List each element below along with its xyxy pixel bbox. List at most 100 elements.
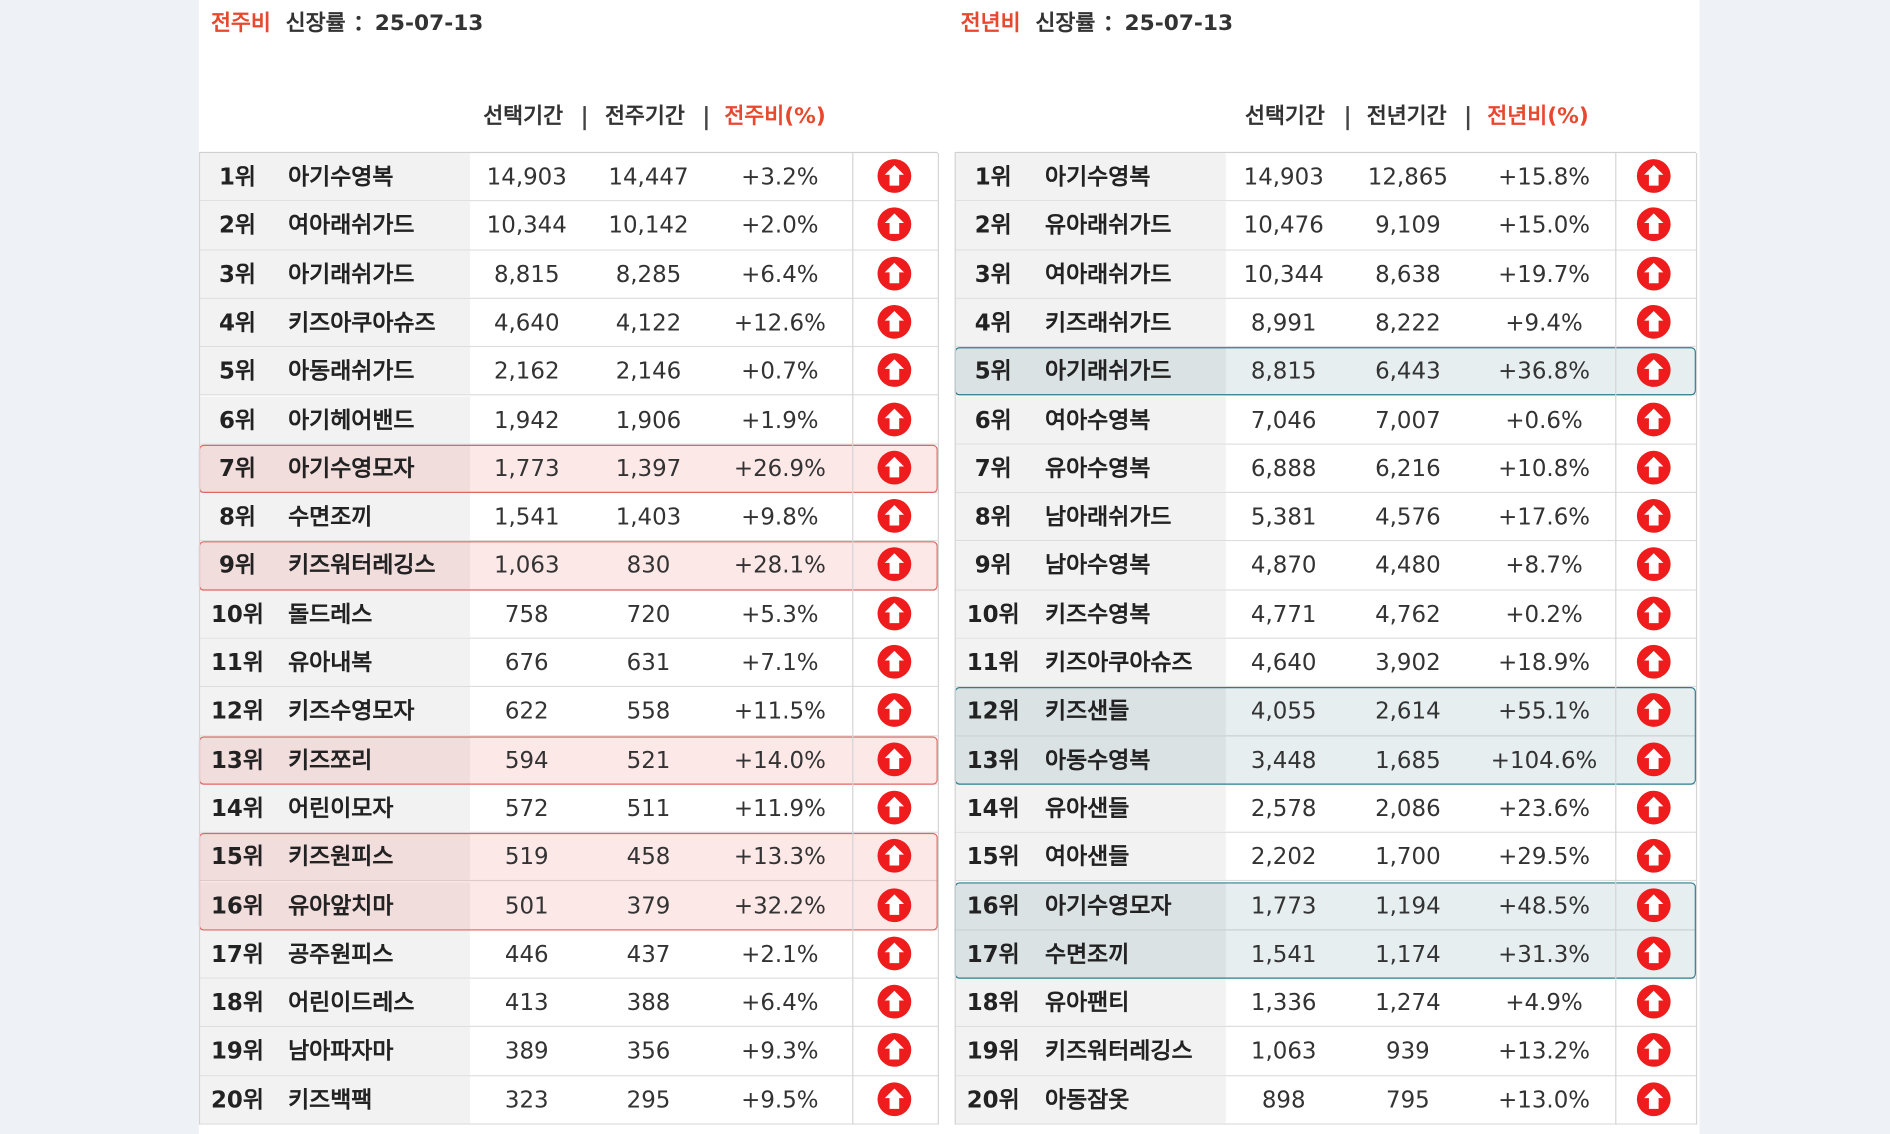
label-cell-bg xyxy=(954,493,1226,541)
up-icon xyxy=(1636,159,1671,193)
item-name: 공주원피스 xyxy=(288,941,394,968)
label-cell-bg xyxy=(954,395,1226,444)
up-icon xyxy=(1636,207,1671,242)
item-name: 아동수영복 xyxy=(1045,746,1151,774)
item-name: 수면조끼 xyxy=(288,503,373,531)
item-name: 키즈원피스 xyxy=(288,843,394,871)
label-cell-bg xyxy=(954,978,1226,1027)
column-header: 전주비(%) xyxy=(724,103,826,129)
label-cell-bg xyxy=(198,444,471,492)
icon-arrow xyxy=(1644,505,1664,526)
highlight-box xyxy=(198,833,938,931)
up-icon xyxy=(1636,547,1671,582)
icon-arrow xyxy=(1644,213,1664,235)
cell-value: +5.3% xyxy=(741,601,819,628)
label-cell-bg xyxy=(198,298,471,347)
item-name: 여아래쉬가드 xyxy=(1045,261,1172,288)
up-icon xyxy=(1636,790,1671,825)
cell-value: 5,381 xyxy=(1250,503,1317,531)
icon-arrow xyxy=(1644,408,1664,429)
cell-value: 4,576 xyxy=(1375,503,1441,531)
rank: 12위 xyxy=(210,698,264,725)
icon-arrow xyxy=(1644,845,1664,866)
cell-value: 1,773 xyxy=(1250,892,1317,920)
cell-value: 830 xyxy=(626,552,671,580)
item-name: 아기수영복 xyxy=(1045,163,1151,191)
cell-value: +11.5% xyxy=(733,698,826,725)
rank: 3위 xyxy=(974,261,1012,288)
column-header: 선택기간 xyxy=(1244,103,1325,129)
cell-value: +9.4% xyxy=(1505,309,1583,337)
icon-arrow xyxy=(884,602,905,623)
icon-arrow xyxy=(884,699,905,720)
cell-value: 1,063 xyxy=(493,552,560,580)
up-icon xyxy=(877,159,912,193)
up-icon xyxy=(877,742,912,776)
label-cell-bg xyxy=(198,930,471,978)
icon-arrow xyxy=(884,456,905,478)
rank: 19위 xyxy=(210,1038,264,1065)
item-name: 아기헤어밴드 xyxy=(288,406,415,434)
up-icon xyxy=(1636,936,1671,971)
icon-arrow xyxy=(1644,650,1664,672)
cell-value: +14.0% xyxy=(733,746,826,774)
rank: 9위 xyxy=(974,552,1012,580)
cell-value: 631 xyxy=(626,649,671,677)
cell-value: 2,146 xyxy=(615,358,682,385)
cell-value: 7,046 xyxy=(1250,406,1317,434)
cell-value: 10,476 xyxy=(1243,212,1324,240)
header-separator xyxy=(1466,106,1470,131)
highlight-box xyxy=(198,541,938,591)
label-cell-bg xyxy=(198,201,471,250)
cell-value: 1,906 xyxy=(615,406,682,434)
label-cell-bg xyxy=(954,541,1226,590)
table-edge xyxy=(954,153,956,1125)
cell-value: 720 xyxy=(626,601,671,628)
cell-value: 758 xyxy=(504,601,549,628)
item-name: 유아앞치마 xyxy=(288,892,394,920)
item-name: 키즈래쉬가드 xyxy=(1045,309,1172,337)
cell-value: 1,685 xyxy=(1375,746,1441,774)
cell-value: 1,174 xyxy=(1375,941,1441,968)
rank: 18위 xyxy=(966,989,1020,1017)
cell-value: +11.9% xyxy=(733,795,826,822)
cell-value: 6,888 xyxy=(1250,455,1317,482)
icon-arrow xyxy=(884,1088,905,1109)
cell-value: 3,448 xyxy=(1250,746,1317,774)
item-name: 돌드레스 xyxy=(288,601,373,628)
cell-value: +104.6% xyxy=(1490,746,1598,774)
label-cell-bg xyxy=(198,735,471,784)
label-cell-bg xyxy=(198,347,471,395)
cell-value: +6.4% xyxy=(741,989,819,1017)
cell-value: +13.0% xyxy=(1498,1086,1591,1114)
label-cell-bg xyxy=(198,395,471,444)
rank: 6위 xyxy=(974,406,1012,434)
cell-value: +2.1% xyxy=(741,941,819,968)
icon-divider xyxy=(852,153,854,1125)
item-name: 아기수영복 xyxy=(288,163,394,191)
up-icon xyxy=(877,693,912,728)
title-highlight: 전년비 xyxy=(960,10,1021,37)
rank: 10위 xyxy=(966,601,1020,628)
icon-arrow xyxy=(1644,942,1664,963)
cell-value: 413 xyxy=(504,989,549,1017)
rank: 5위 xyxy=(218,358,256,385)
cell-value: 14,903 xyxy=(486,163,567,191)
cell-value: 6,443 xyxy=(1375,358,1441,385)
item-name: 키즈수영복 xyxy=(1045,601,1151,628)
icon-arrow xyxy=(884,942,905,963)
item-name: 키즈수영모자 xyxy=(288,698,415,725)
up-icon xyxy=(1636,887,1671,922)
rank: 18위 xyxy=(210,989,264,1017)
highlight-box xyxy=(198,444,938,494)
cell-value: 4,762 xyxy=(1375,601,1441,628)
up-icon xyxy=(877,450,912,485)
icon-arrow xyxy=(884,893,905,915)
icon-arrow xyxy=(1644,165,1664,186)
cell-value: 501 xyxy=(504,892,549,920)
cell-value: 2,202 xyxy=(1250,843,1317,871)
cell-value: +8.7% xyxy=(1505,552,1583,580)
up-icon xyxy=(877,887,912,922)
cell-value: 1,541 xyxy=(1250,941,1317,968)
cell-value: 10,344 xyxy=(1243,261,1324,288)
